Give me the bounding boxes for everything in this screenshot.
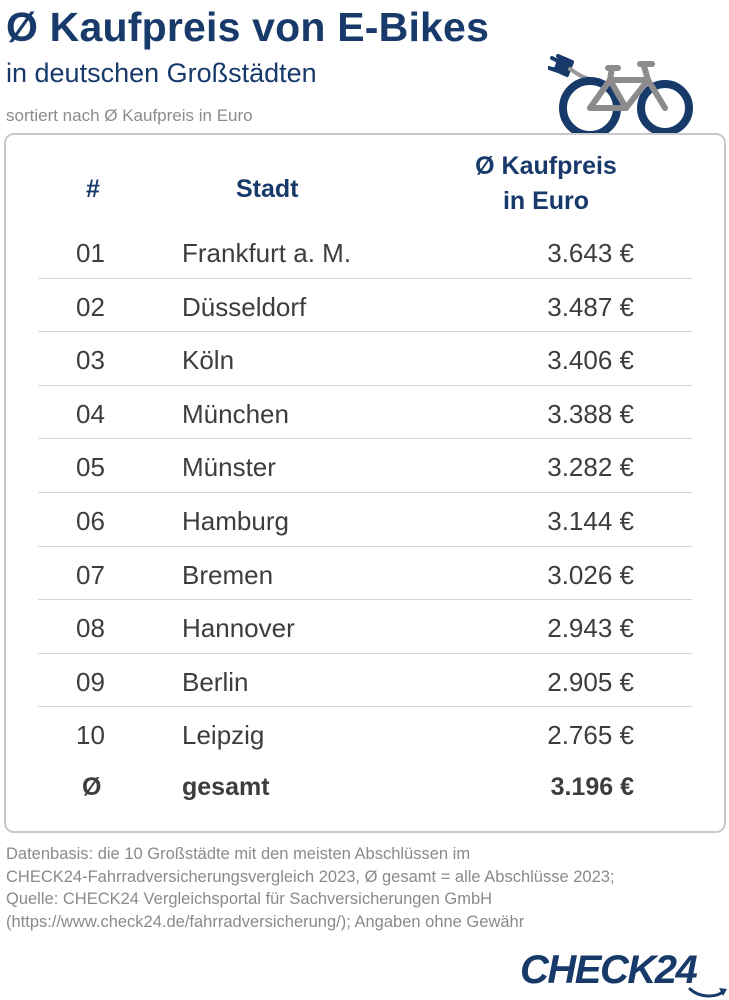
row-rank: 08 — [76, 613, 105, 644]
row-city: Münster — [182, 452, 276, 483]
row-price: 3.026 € — [547, 559, 634, 590]
row-rank: 03 — [76, 345, 105, 376]
table-row: 09 Berlin 2.905 € — [38, 654, 692, 708]
row-rank: 04 — [76, 398, 105, 429]
price-table-card: # Stadt Ø Kaufpreis in Euro 01 Frankfurt… — [4, 133, 726, 833]
row-rank: 01 — [76, 238, 105, 268]
row-city: Bremen — [182, 559, 274, 590]
row-city: München — [182, 398, 289, 429]
row-city: Düsseldorf — [182, 291, 307, 322]
row-city: Köln — [182, 345, 235, 376]
row-city: Hannover — [182, 613, 295, 644]
row-price: 2.905 € — [547, 666, 634, 697]
row-city: Berlin — [182, 666, 249, 697]
row-rank: 06 — [76, 505, 105, 536]
row-rank: 07 — [76, 559, 105, 590]
check24-logo: CHECK24 — [520, 948, 729, 998]
column-header-number: # — [86, 175, 100, 203]
row-city: Frankfurt a. M. — [182, 238, 352, 268]
table-body: 01 Frankfurt a. M. 3.643 € 02 Düsseldorf… — [38, 225, 692, 761]
table-row: 05 Münster 3.282 € — [38, 439, 692, 493]
table-row: 01 Frankfurt a. M. 3.643 € — [38, 225, 692, 279]
footnote-line: Quelle: CHECK24 Vergleichsportal für Sac… — [6, 890, 493, 908]
total-label: gesamt — [182, 773, 270, 801]
footnote: Datenbasis: die 10 Großstädte mit den me… — [6, 843, 724, 933]
row-price: 3.487 € — [547, 291, 634, 322]
table-row: 02 Düsseldorf 3.487 € — [38, 279, 692, 333]
row-city: Leipzig — [182, 720, 265, 751]
row-price: 2.943 € — [547, 613, 634, 644]
row-rank: 05 — [76, 452, 105, 483]
table-row: 08 Hannover 2.943 € — [38, 600, 692, 654]
column-header-city: Stadt — [236, 175, 299, 203]
row-price: 2.765 € — [547, 720, 634, 751]
table-row: 03 Köln 3.406 € — [38, 332, 692, 386]
column-header-price: Ø Kaufpreis in Euro — [446, 149, 646, 219]
table-row: 06 Hamburg 3.144 € — [38, 493, 692, 547]
sort-note: sortiert nach Ø Kaufpreis in Euro — [6, 106, 253, 125]
swoosh-arrow-icon — [688, 987, 727, 998]
row-price: 3.144 € — [547, 505, 634, 536]
row-price: 3.388 € — [547, 398, 634, 429]
row-rank: 10 — [76, 720, 105, 751]
row-price: 3.282 € — [547, 452, 634, 483]
total-symbol: Ø — [82, 773, 102, 801]
row-rank: 09 — [76, 666, 105, 697]
page-subtitle: in deutschen Großstädten — [6, 58, 317, 88]
footnote-line: Datenbasis: die 10 Großstädte mit den me… — [6, 845, 471, 863]
total-price: 3.196 € — [550, 773, 634, 801]
logo-text: CHECK24 — [520, 948, 698, 992]
row-price: 3.406 € — [547, 345, 634, 376]
footnote-line: (https://www.check24.de/fahrradversicher… — [6, 912, 525, 931]
column-header-price-line1: Ø Kaufpreis — [475, 152, 617, 180]
page-title: Ø Kaufpreis von E-Bikes — [6, 4, 490, 50]
row-city: Hamburg — [182, 505, 289, 536]
footnote-line: CHECK24-Fahrradversicherungsvergleich 20… — [6, 867, 615, 886]
table-row: 07 Bremen 3.026 € — [38, 547, 692, 601]
e-bike-icon — [548, 54, 693, 139]
row-price: 3.643 € — [547, 238, 634, 268]
row-rank: 02 — [76, 291, 105, 322]
table-row: 04 München 3.388 € — [38, 386, 692, 440]
table-total-row: Ø gesamt 3.196 € — [38, 763, 692, 813]
table-row: 10 Leipzig 2.765 € — [38, 707, 692, 761]
column-header-price-line2: in Euro — [502, 187, 590, 215]
